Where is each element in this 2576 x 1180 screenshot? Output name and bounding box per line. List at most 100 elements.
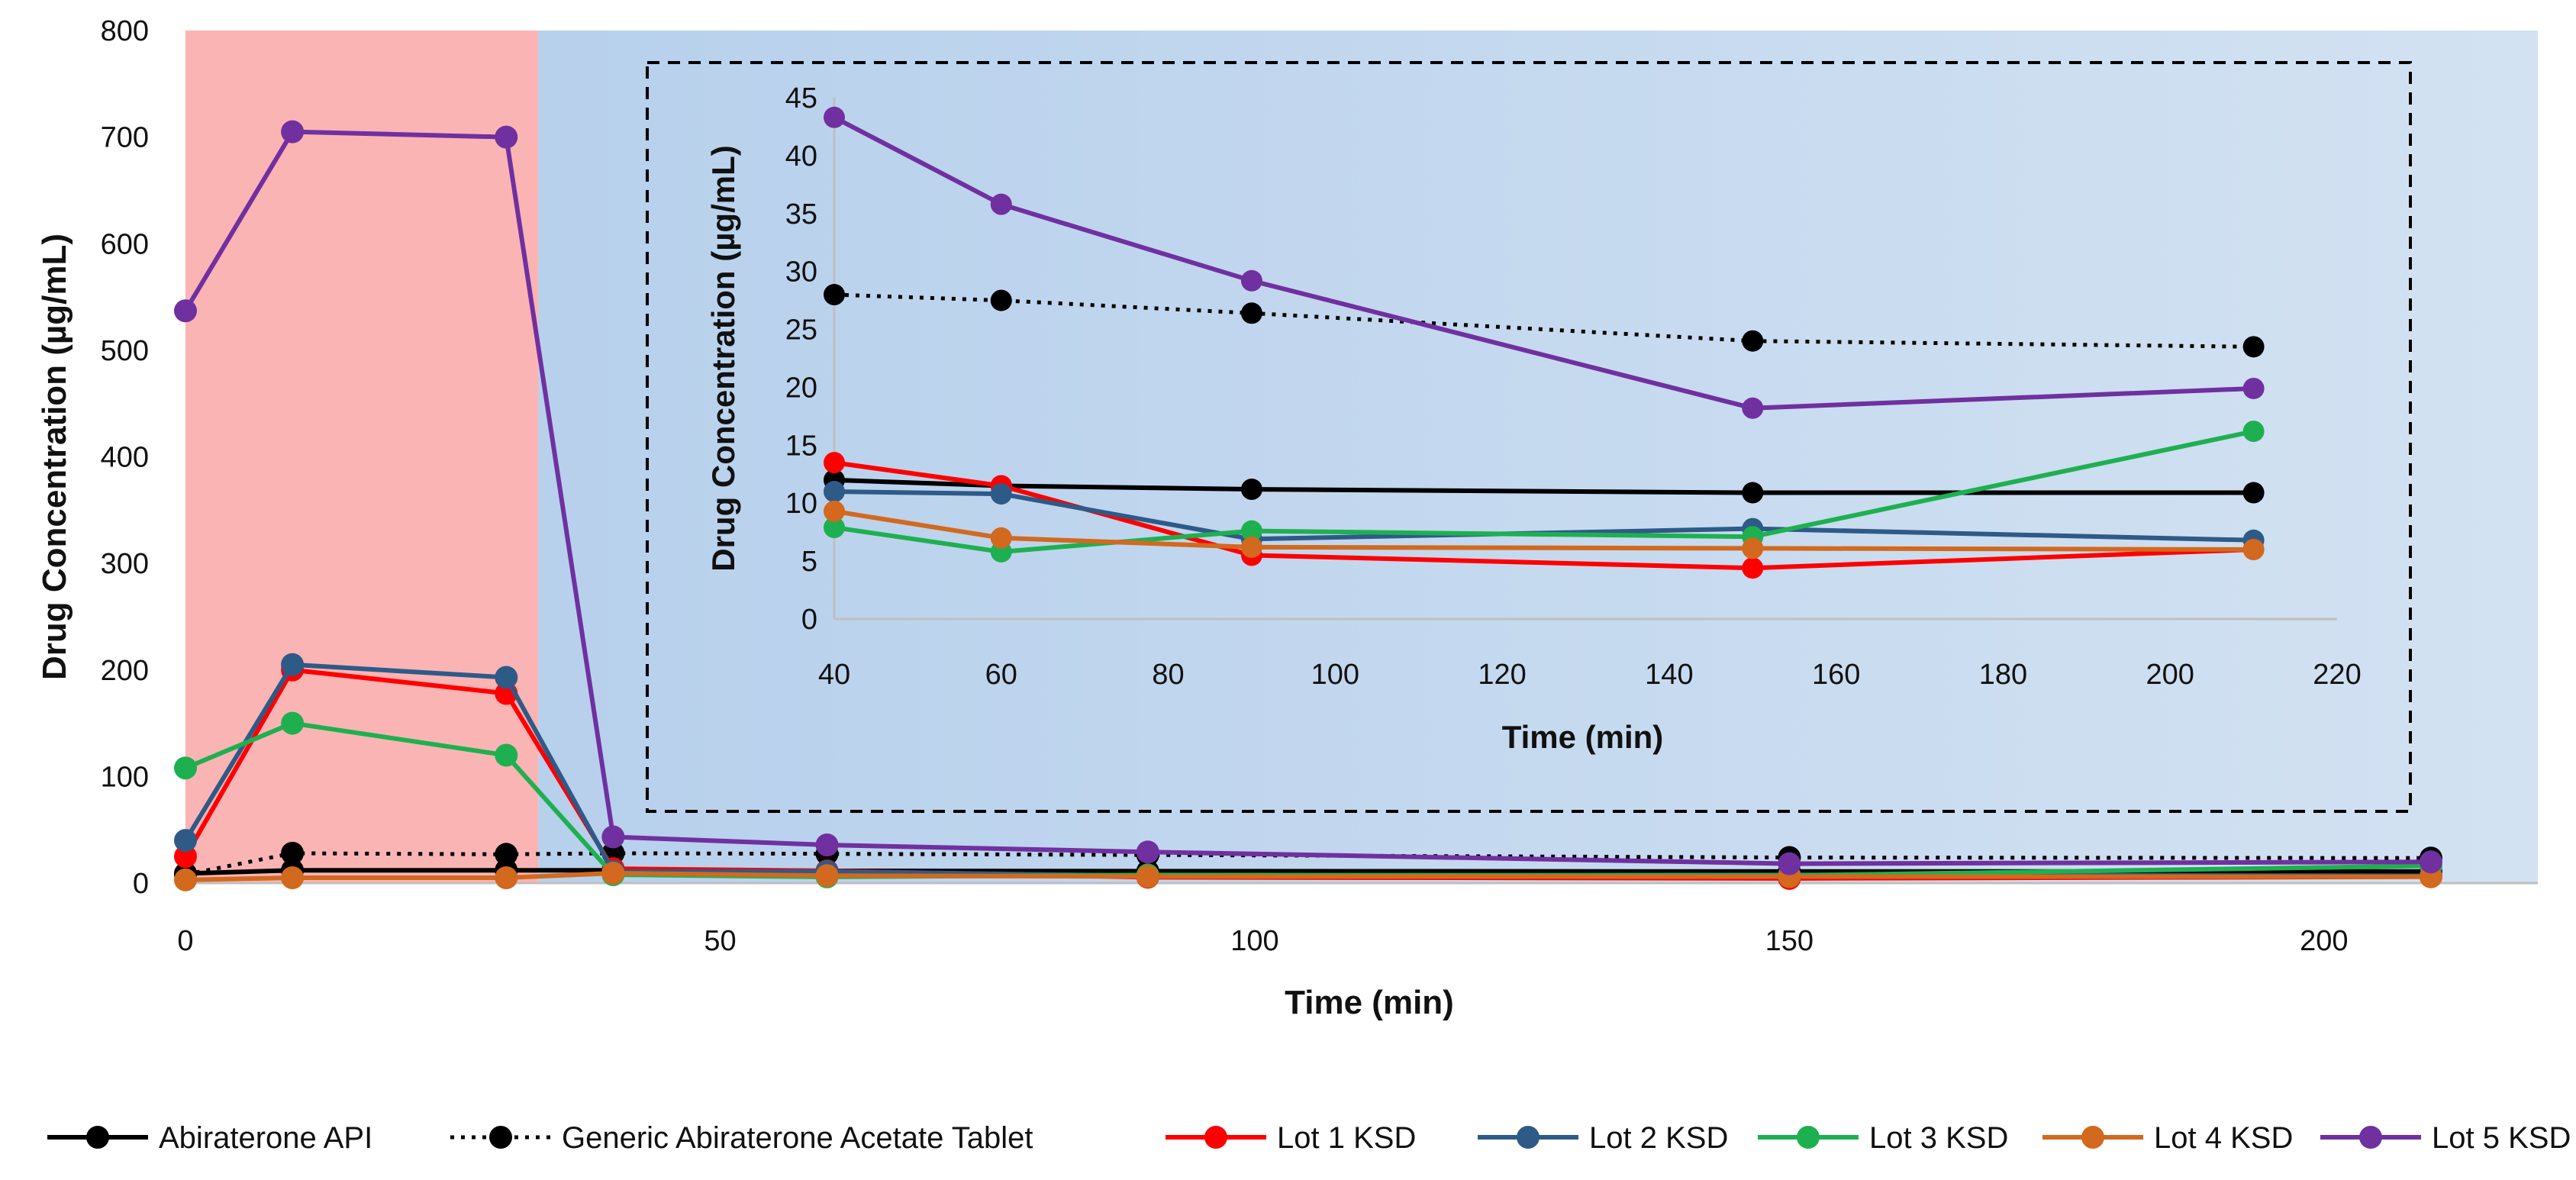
inset-y-tick-label: 15	[785, 430, 817, 462]
inset-y-axis-title: Drug Concentration (µg/mL)	[705, 145, 741, 572]
inset-series-lot-5-ksd	[824, 106, 2265, 419]
x-tick-label: 100	[1230, 925, 1278, 957]
inset-y-tick-label: 45	[785, 82, 817, 114]
inset-y-tick-label: 5	[801, 546, 817, 578]
data-point	[174, 299, 197, 323]
inset-data-point	[824, 452, 845, 474]
data-point	[174, 845, 197, 869]
data-point	[495, 666, 518, 689]
data-point	[281, 841, 305, 865]
inset-x-tick-label: 200	[2146, 659, 2194, 691]
inset-data-point	[990, 193, 1012, 215]
inset-y-tick-label: 30	[785, 256, 817, 289]
legend-label: Generic Abiraterone Acetate Tablet	[562, 1121, 1033, 1155]
inset-x-tick-label: 180	[1979, 659, 2027, 691]
series-line	[183, 129, 2431, 866]
data-point	[601, 862, 625, 885]
inset-x-tick-label: 140	[1645, 659, 1693, 691]
series-line	[185, 871, 2431, 882]
data-point	[281, 653, 305, 676]
legend-item-lot-5-ksd: Lot 5 KSD	[2320, 1121, 2571, 1155]
data-point	[174, 829, 197, 853]
inset-y-tick-label: 35	[785, 198, 817, 231]
legend-label: Abiraterone API	[159, 1121, 372, 1155]
x-tick-label: 50	[704, 925, 736, 957]
legend-swatch-marker	[2081, 1126, 2104, 1149]
inset-chart: 0 5 10 15 20 25 30 35 40 45 40 60 80 100 120 140 160 180 2…	[646, 61, 2412, 813]
inset-data-point	[824, 106, 845, 128]
data-point	[815, 833, 839, 857]
inset-series	[824, 106, 2265, 579]
legend-swatch-marker	[1797, 1126, 1820, 1149]
inset-data-point	[2242, 377, 2265, 399]
data-point	[1778, 852, 1801, 875]
data-point	[815, 864, 839, 888]
data-point	[1136, 865, 1159, 888]
inset-series-lot-3-ksd	[824, 421, 2265, 563]
inset-x-tick-label: 220	[2313, 659, 2361, 691]
legend: Abiraterone API Generic Abiraterone Aceta…	[47, 1121, 2571, 1155]
data-point	[495, 743, 518, 767]
legend-swatch-marker	[1204, 1126, 1227, 1149]
inset-data-point	[1742, 557, 1764, 579]
legend-label: Lot 5 KSD	[2432, 1121, 2571, 1155]
main-series	[174, 120, 2442, 891]
legend-item-lot-1-ksd: Lot 1 KSD	[1165, 1121, 1416, 1155]
inset-series-generic-abiraterone-acetate-tablet	[824, 284, 2265, 358]
legend-swatch-marker	[1517, 1126, 1539, 1149]
data-point	[601, 825, 625, 849]
x-tick-label: 150	[1765, 925, 1814, 957]
data-point	[174, 868, 197, 891]
legend-swatch-marker	[86, 1126, 109, 1149]
legend-item-generic-abiraterone-acetate-tablet: Generic Abiraterone Acetate Tablet	[450, 1121, 1033, 1155]
y-tick-label: 700	[101, 122, 149, 154]
series-line	[185, 851, 2431, 877]
inset-x-tick-label: 80	[1152, 659, 1184, 691]
inset-data-point	[1742, 482, 1764, 504]
inset-data-point	[1240, 302, 1262, 324]
x-tick-label: 0	[177, 925, 193, 957]
inset-data-point	[1240, 536, 1262, 558]
inset-x-tick-label: 60	[985, 659, 1017, 691]
y-tick-label: 200	[101, 655, 149, 687]
y-tick-label: 500	[101, 335, 149, 367]
inset-data-point	[824, 284, 845, 306]
series-lot-5-ksd	[174, 120, 2442, 875]
legend-item-abiraterone-api: Abiraterone API	[47, 1121, 372, 1155]
inset-data-point	[1742, 397, 1764, 419]
legend-item-lot-3-ksd: Lot 3 KSD	[1758, 1121, 2008, 1155]
inset-data-point	[1240, 269, 1262, 292]
inset-data-point	[1742, 537, 1764, 559]
inset-data-point	[2242, 482, 2265, 504]
legend-label: Lot 1 KSD	[1277, 1121, 1416, 1155]
inset-y-tick-label: 20	[785, 372, 817, 404]
y-tick-label: 600	[101, 228, 149, 260]
series-lot-4-ksd	[174, 862, 2442, 891]
legend-label: Lot 4 KSD	[2154, 1121, 2293, 1155]
inset-data-point	[2242, 336, 2265, 358]
y-tick-label: 400	[101, 442, 149, 474]
inset-x-axis-title: Time (min)	[1502, 719, 1664, 755]
inset-x-tick-label: 40	[818, 659, 850, 691]
data-point	[495, 125, 518, 149]
y-tick-label: 800	[101, 15, 149, 47]
inset-y-tick-label: 0	[801, 604, 817, 636]
region-neutral-phase	[538, 31, 2538, 883]
legend-label: Lot 3 KSD	[1869, 1121, 2008, 1155]
inset-data-point	[2242, 538, 2265, 560]
inset-data-point	[1240, 520, 1262, 542]
data-point	[1136, 840, 1159, 864]
inset-data-point	[990, 527, 1012, 549]
y-tick-label: 100	[101, 761, 149, 793]
inset-y-tick-label: 10	[785, 488, 817, 520]
inset-data-point	[824, 500, 845, 522]
y-axis-title: Drug Concentration (µg/mL)	[36, 234, 73, 680]
inset-series-lot-4-ksd	[824, 500, 2265, 560]
data-point	[495, 843, 518, 866]
inset-data-point	[990, 483, 1012, 505]
data-point	[495, 866, 518, 890]
inset-data-point	[1742, 330, 1764, 352]
y-tick-label: 0	[133, 868, 149, 900]
